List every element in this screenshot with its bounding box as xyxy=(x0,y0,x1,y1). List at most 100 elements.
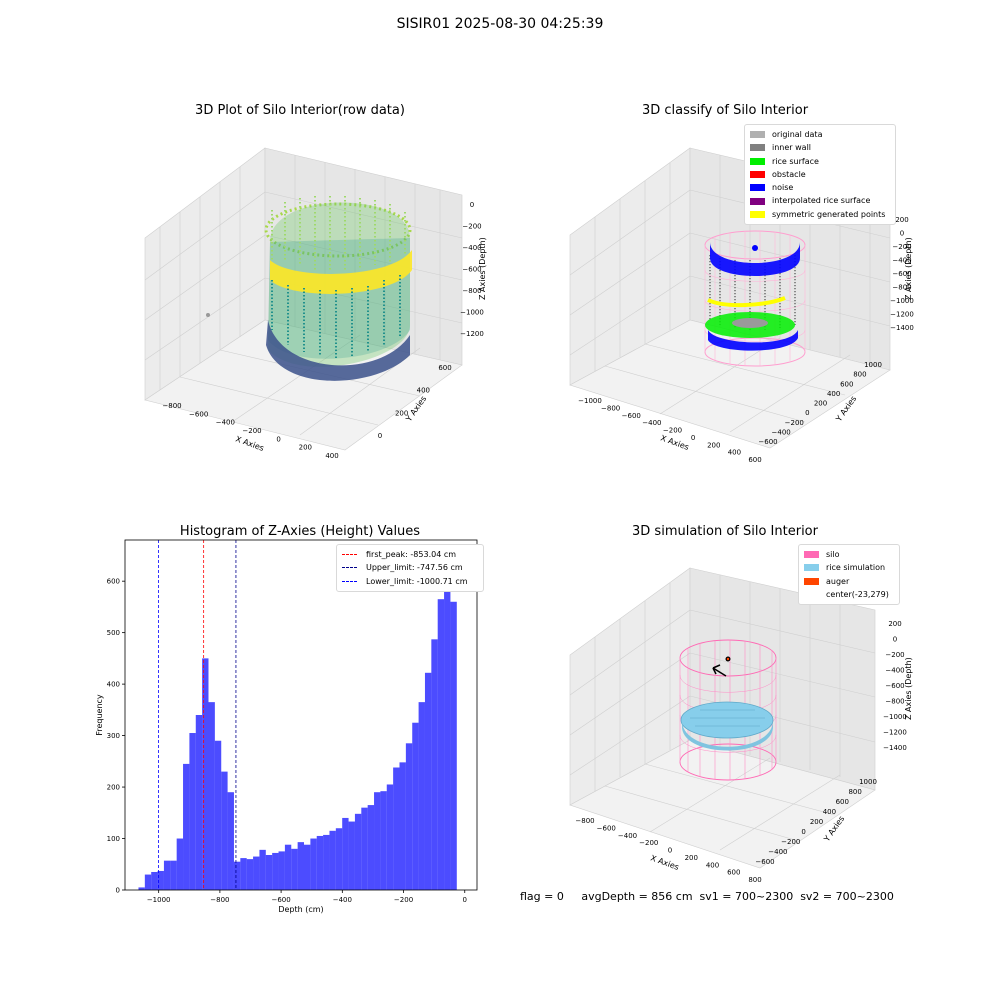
y-tick-label: 200 xyxy=(107,784,120,792)
histogram-bar xyxy=(329,830,336,890)
simulation-plot-title: 3D simulation of Silo Interior xyxy=(632,524,818,539)
x-tick-label: −800 xyxy=(601,404,620,412)
legend-swatch xyxy=(750,131,765,139)
y-tick-label: 200 xyxy=(810,818,823,826)
z-tick-label: −200 xyxy=(462,223,481,231)
x-tick-label: 800 xyxy=(748,876,761,884)
y-tick-label: 1000 xyxy=(859,778,877,786)
x-tick-label: −600 xyxy=(271,896,290,904)
x-axis-label: Depth (cm) xyxy=(278,905,323,914)
histogram-bar xyxy=(335,828,343,890)
histogram-bar xyxy=(348,821,355,890)
legend-entry: original data xyxy=(750,128,890,141)
y-tick-label: 600 xyxy=(836,798,849,806)
legend-swatch xyxy=(750,157,765,165)
y-tick-label: 0 xyxy=(801,828,805,836)
histogram-bar xyxy=(233,861,241,890)
legend-label: inner wall xyxy=(772,143,812,153)
histogram-bar xyxy=(374,792,381,890)
legend-swatch xyxy=(750,171,765,179)
histogram-bar xyxy=(221,771,228,890)
z-tick-label: −1000 xyxy=(883,713,907,721)
x-tick-label: −400 xyxy=(216,419,235,427)
legend-swatch xyxy=(804,591,819,598)
figure-title: SISIR01 2025-08-30 04:25:39 xyxy=(396,16,604,32)
y-tick-label: −600 xyxy=(758,438,777,446)
legend-label: original data xyxy=(772,130,823,139)
histogram-bar xyxy=(303,844,311,890)
legend-entry: Upper_limit: -747.56 cm xyxy=(342,561,478,574)
y-tick-label: −400 xyxy=(768,848,787,856)
x-tick-label: −200 xyxy=(639,839,658,847)
z-tick-label: −1400 xyxy=(890,324,914,332)
z-tick-label: −1400 xyxy=(883,744,907,752)
legend-entry: symmetric generated points xyxy=(750,208,890,221)
z-tick-label: −600 xyxy=(885,682,904,690)
legend-swatch xyxy=(342,554,357,556)
classify-legend: original data inner wall rice surface obsta… xyxy=(744,124,896,226)
legend-label: Upper_limit: -747.56 cm xyxy=(366,563,463,573)
z-tick-label: −800 xyxy=(462,287,481,295)
histogram-bar xyxy=(195,715,203,890)
legend-entry: interpolated rice surface xyxy=(750,194,890,207)
legend-entry: auger xyxy=(804,575,894,588)
legend-label: symmetric generated points xyxy=(772,209,886,219)
z-tick-label: 0 xyxy=(893,636,897,644)
y-tick-label: 400 xyxy=(823,808,836,816)
z-tick-label: −200 xyxy=(885,651,904,659)
z-tick-label: −1000 xyxy=(460,309,484,317)
x-tick-label: −400 xyxy=(642,419,661,427)
x-tick-label: −400 xyxy=(618,832,637,840)
x-tick-label: 200 xyxy=(685,854,698,862)
y-tick-label: 200 xyxy=(814,400,827,408)
x-tick-label: −200 xyxy=(394,896,413,904)
x-tick-label: −800 xyxy=(575,817,594,825)
legend-swatch xyxy=(342,567,357,569)
histogram-bar xyxy=(450,601,457,890)
x-tick-label: −400 xyxy=(333,896,352,904)
z-tick-label: 200 xyxy=(888,620,901,628)
histogram-bar xyxy=(284,844,292,890)
histogram-bar xyxy=(151,871,158,890)
x-tick-label: 600 xyxy=(748,456,761,464)
legend-label: auger xyxy=(826,576,850,586)
x-tick-label: −200 xyxy=(242,427,261,435)
histogram-bar xyxy=(144,874,152,890)
z-tick-label: −600 xyxy=(892,270,911,278)
histogram-bar xyxy=(259,849,266,890)
x-tick-label: −1000 xyxy=(147,896,171,904)
x-tick-label: 200 xyxy=(707,441,720,449)
y-axis-label: Frequency xyxy=(95,694,104,736)
x-tick-label: −600 xyxy=(622,412,641,420)
histogram-bar xyxy=(138,887,145,890)
x-tick-label: 400 xyxy=(325,452,338,460)
y-tick-label: 200 xyxy=(395,409,408,417)
histogram-bar xyxy=(399,762,406,890)
histogram-bar xyxy=(412,722,419,890)
histogram-bar xyxy=(246,859,254,890)
simulation-x-axis-label: X Axies xyxy=(649,853,680,872)
simulation-3d-plot: X Axies Y Axies Z Axies (Depth) −800−600… xyxy=(569,567,913,884)
z-tick-label: −200 xyxy=(892,243,911,251)
x-tick-label: 0 xyxy=(691,434,695,442)
x-tick-label: −1000 xyxy=(578,397,602,405)
y-tick-label: 600 xyxy=(840,380,853,388)
histogram-bar xyxy=(214,740,222,890)
x-tick-label: 0 xyxy=(668,847,672,855)
z-tick-label: −400 xyxy=(462,244,481,252)
histogram-bar xyxy=(437,599,445,890)
legend-swatch xyxy=(750,197,765,205)
raw-z-axis-label: Z Axies (Depth) xyxy=(478,237,487,300)
y-tick-label: 1000 xyxy=(864,361,882,369)
x-tick-label: 200 xyxy=(299,444,312,452)
histogram-bar xyxy=(240,858,247,890)
histogram-bar xyxy=(393,767,400,890)
z-tick-label: 0 xyxy=(900,230,904,238)
legend-label: obstacle xyxy=(772,169,806,179)
legend-swatch xyxy=(804,577,819,585)
histogram-bar xyxy=(297,842,304,890)
legend-label: first_peak: -853.04 cm xyxy=(366,550,457,559)
x-tick-label: 0 xyxy=(463,896,467,904)
y-tick-label: 800 xyxy=(848,788,861,796)
plot-frame xyxy=(124,539,478,891)
